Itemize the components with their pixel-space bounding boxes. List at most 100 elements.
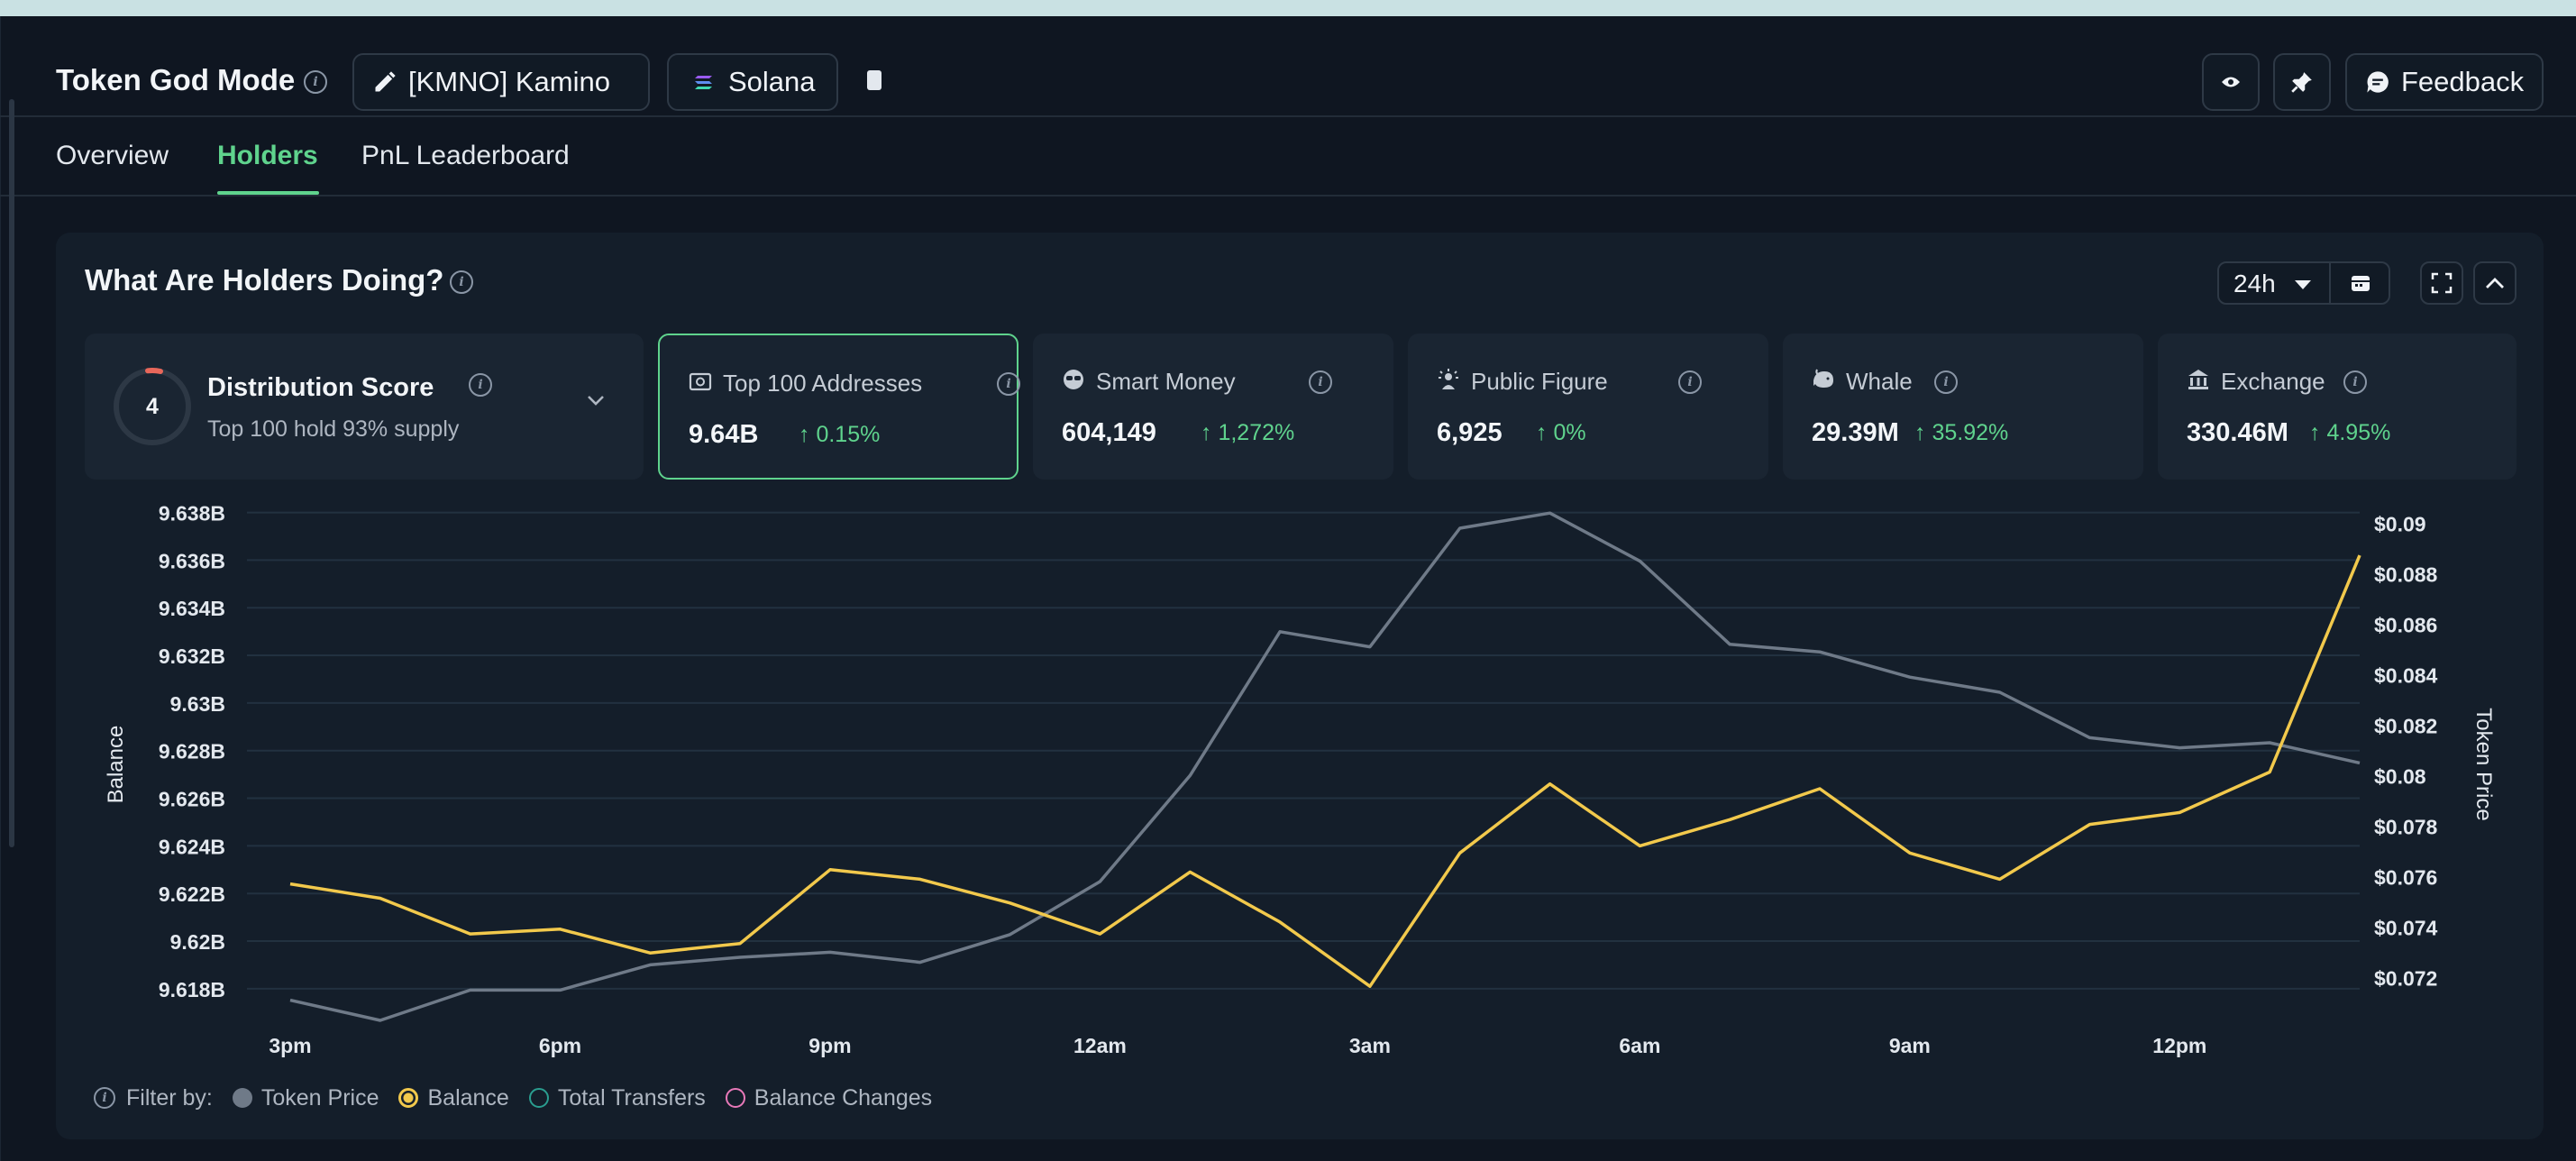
left-axis-ticks: 9.638B 9.636B 9.634B 9.632B 9.63B 9.628B 9.626… <box>159 503 225 1001</box>
bank-icon <box>2188 370 2208 389</box>
card-label: Public Figure <box>1471 368 1608 395</box>
y-tick-label: 9.628B <box>159 740 225 763</box>
chevron-up-icon <box>2486 278 2504 288</box>
calendar-icon[interactable] <box>2351 274 2370 292</box>
tab-holders[interactable]: Holders <box>217 141 318 170</box>
series-line-balance[interactable] <box>289 554 2361 988</box>
card-change: ↑ 35.92% <box>1914 420 2009 445</box>
card-info-icon[interactable]: i <box>1934 370 1958 394</box>
legend-dot <box>232 1088 252 1108</box>
x-tick-label: 6pm <box>539 1034 581 1057</box>
collapse-button[interactable] <box>2473 261 2517 305</box>
left-border <box>0 16 1 1161</box>
card-exchange[interactable]: Exchange i 330.46M ↑ 4.95% <box>2158 334 2517 480</box>
chart-grid <box>247 511 2360 990</box>
solana-icon <box>695 76 712 89</box>
legend-token-price[interactable]: Token Price <box>232 1084 379 1111</box>
legend-label: Token Price <box>260 1084 379 1111</box>
y2-tick-label: $0.088 <box>2374 562 2438 586</box>
expand-icon <box>2431 272 2453 294</box>
distribution-score-ring <box>114 368 191 445</box>
watch-button[interactable] <box>2202 53 2260 111</box>
fullscreen-button[interactable] <box>2420 261 2463 305</box>
distribution-info-icon[interactable]: i <box>469 373 492 397</box>
right-axis-label: Token Price <box>2471 708 2496 820</box>
y2-tick-label: $0.082 <box>2374 714 2437 737</box>
x-tick-label: 12am <box>1073 1034 1127 1057</box>
card-label: Exchange <box>2221 368 2325 395</box>
legend-label: Total Transfers <box>557 1084 706 1111</box>
y-tick-label: 9.634B <box>159 597 225 620</box>
y2-tick-label: $0.074 <box>2374 916 2438 939</box>
chain-label: Solana <box>728 66 816 97</box>
holders-panel: What Are Holders Doing? i 24h 4 Distribu… <box>56 233 2544 1139</box>
tab-overview[interactable]: Overview <box>56 141 169 170</box>
legend-balance[interactable]: Balance <box>398 1084 509 1111</box>
pencil-icon <box>375 71 396 92</box>
card-value: 330.46M <box>2187 418 2288 447</box>
y-tick-label: 9.638B <box>159 503 225 526</box>
pin-button[interactable] <box>2273 53 2331 111</box>
x-tick-label: 9pm <box>808 1034 851 1057</box>
y2-tick-label: $0.084 <box>2374 663 2438 687</box>
card-whale[interactable]: Whale i 29.39M ↑ 35.92% <box>1783 334 2143 480</box>
distribution-score-card[interactable]: 4 Distribution Score i Top 100 hold 93% … <box>85 334 644 480</box>
panel-info-icon[interactable]: i <box>450 270 473 294</box>
time-range-select[interactable]: 24h <box>2233 270 2276 297</box>
time-range-control: 24h <box>2217 261 2390 305</box>
y-tick-label: 9.636B <box>159 549 225 572</box>
tab-pnl-leaderboard[interactable]: PnL Leaderboard <box>361 141 570 170</box>
chain-selector-button[interactable]: Solana <box>667 53 838 111</box>
filter-info-icon[interactable]: i <box>94 1087 115 1109</box>
title-info-icon[interactable]: i <box>304 70 327 94</box>
chart-legend: i Filter by: Token Price Balance Total T… <box>94 1080 952 1116</box>
card-change: ↑ 0.15% <box>799 422 881 447</box>
legend-label: Balance <box>427 1084 509 1111</box>
legend-dot <box>398 1088 419 1108</box>
card-smart-money[interactable]: Smart Money i 604,149 ↑ 1,272% <box>1033 334 1393 480</box>
chevron-down-icon[interactable] <box>586 393 606 407</box>
card-top-100-addresses[interactable]: Top 100 Addresses i 9.64B ↑ 0.15% <box>658 334 1020 480</box>
chevron-down-icon[interactable] <box>2295 280 2311 289</box>
y2-tick-label: $0.086 <box>2374 613 2437 636</box>
star-person-icon <box>1439 369 1458 389</box>
card-info-icon[interactable]: i <box>2343 370 2367 394</box>
legend-total-transfers[interactable]: Total Transfers <box>528 1084 706 1111</box>
x-tick-label: 6am <box>1619 1034 1660 1057</box>
y-tick-label: 9.624B <box>159 835 225 858</box>
browser-top-strip <box>0 0 2576 16</box>
series-line-token-price[interactable] <box>289 511 2361 1022</box>
chart-series <box>289 511 2361 1022</box>
copy-icon[interactable] <box>863 69 885 96</box>
scrollbar[interactable] <box>9 99 14 847</box>
y2-tick-label: $0.09 <box>2374 512 2426 535</box>
divider <box>2329 263 2331 303</box>
card-change: ↑ 1,272% <box>1201 420 1295 445</box>
card-label: Smart Money <box>1096 368 1236 395</box>
y-tick-label: 9.63B <box>170 692 225 716</box>
y-tick-label: 9.632B <box>159 644 225 668</box>
tab-bar: Overview Holders PnL Leaderboard <box>0 117 2576 197</box>
right-axis-ticks: $0.09 $0.088 $0.086 $0.084 $0.082 $0.08 $0.078… <box>2374 512 2438 990</box>
y-tick-label: 9.62B <box>170 930 225 954</box>
token-label: [KMNO] Kamino <box>408 66 610 97</box>
card-info-icon[interactable]: i <box>997 372 1020 396</box>
x-axis-ticks: 3pm 6pm 9pm 12am 3am 6am 9am 12pm <box>269 1034 2206 1057</box>
y-tick-label: 9.622B <box>159 882 225 906</box>
feedback-button[interactable]: Feedback <box>2345 53 2544 111</box>
card-label: Top 100 Addresses <box>723 370 923 397</box>
card-info-icon[interactable]: i <box>1309 370 1332 394</box>
y-tick-label: 9.626B <box>159 788 225 811</box>
x-tick-label: 9am <box>1889 1034 1931 1057</box>
feedback-label: Feedback <box>2401 66 2525 97</box>
panel-title: What Are Holders Doing? <box>85 263 444 297</box>
card-public-figure[interactable]: Public Figure i 6,925 ↑ 0% <box>1408 334 1768 480</box>
y2-tick-label: $0.076 <box>2374 865 2437 889</box>
x-tick-label: 3pm <box>269 1034 311 1057</box>
legend-balance-changes[interactable]: Balance Changes <box>725 1085 932 1111</box>
y-tick-label: 9.618B <box>159 978 225 1001</box>
card-info-icon[interactable]: i <box>1678 370 1702 394</box>
card-value: 604,149 <box>1062 418 1156 447</box>
token-selector-button[interactable]: [KMNO] Kamino <box>352 53 650 111</box>
x-tick-label: 3am <box>1349 1034 1391 1057</box>
